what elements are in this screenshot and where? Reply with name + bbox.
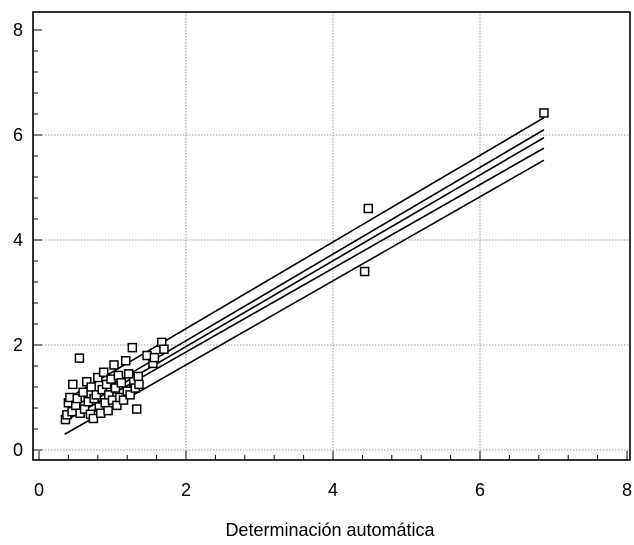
x-axis-title: Determinación automática: [225, 520, 435, 540]
data-point: [91, 390, 102, 400]
data-point: [116, 378, 127, 388]
data-point: [78, 387, 88, 397]
fit-line-1: [64, 116, 545, 401]
data-point: [132, 404, 142, 414]
data-point: [363, 203, 374, 214]
data-point: [103, 405, 113, 416]
x-tick-label: 6: [475, 480, 485, 500]
data-point: [88, 413, 99, 424]
axis-minor-ticks: [33, 29, 628, 460]
data-point: [149, 352, 160, 363]
x-axis-tick-labels: 0 2 4 6 8: [34, 480, 632, 500]
data-point: [93, 372, 103, 383]
x-tick-label: 2: [181, 480, 191, 500]
data-point: [133, 371, 143, 382]
y-axis-tick-labels: 0 2 4 6 8: [13, 20, 23, 460]
data-point: [74, 353, 85, 363]
data-point: [120, 356, 131, 366]
data-point: [134, 379, 144, 390]
data-point: [359, 266, 370, 277]
data-point: [125, 390, 135, 400]
fit-line-5: [64, 159, 545, 435]
data-point: [98, 367, 109, 378]
fit-line-4: [64, 147, 545, 422]
x-tick-label: 0: [34, 480, 44, 500]
data-points: [60, 108, 549, 425]
x-tick-label: 8: [622, 480, 632, 500]
y-tick-label: 4: [13, 230, 23, 250]
y-tick-label: 6: [13, 125, 23, 145]
fit-line-2: [64, 129, 545, 413]
data-point: [86, 382, 96, 392]
data-point: [127, 342, 138, 353]
y-tick-label: 0: [13, 440, 23, 460]
data-point: [109, 360, 119, 370]
data-point: [123, 369, 134, 379]
plot-frame: [32, 11, 631, 461]
data-point: [159, 344, 169, 354]
data-point: [118, 395, 129, 405]
data-point: [539, 108, 549, 118]
fit-line-3: [64, 136, 545, 419]
data-point: [110, 383, 121, 393]
data-point: [72, 393, 82, 404]
data-point: [68, 379, 78, 390]
x-tick-label: 4: [328, 480, 338, 500]
y-tick-label: 2: [13, 335, 23, 355]
y-tick-label: 8: [13, 20, 23, 40]
